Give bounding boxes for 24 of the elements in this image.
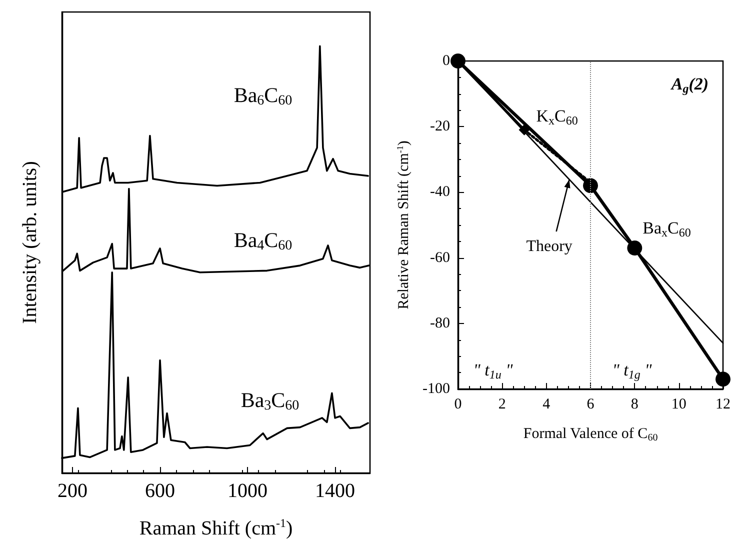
x-tick-label: 6 <box>586 396 595 412</box>
x-tick-label: 10 <box>671 396 686 412</box>
x-tick-label: 2 <box>498 396 506 412</box>
y-tick-label: 0 <box>442 53 450 69</box>
point <box>716 372 730 387</box>
x-tick-label: 200 <box>58 480 88 502</box>
x-tick-label: 4 <box>542 396 551 412</box>
y-tick-label: -40 <box>430 184 450 200</box>
x-tick-label: 600 <box>145 480 175 502</box>
x-tick-label: 1000 <box>228 480 268 502</box>
x-tick-label: 0 <box>454 396 462 412</box>
x-tick-label: 12 <box>716 396 730 412</box>
y-axis-title: Intensity (arb. units) <box>19 161 41 324</box>
y-tick-label: -100 <box>422 381 450 397</box>
point <box>583 178 598 194</box>
point <box>518 124 530 136</box>
x-tick-label: 8 <box>630 396 638 412</box>
text: Theory <box>526 238 572 255</box>
x-tick-label: 1400 <box>315 480 355 502</box>
point <box>627 240 642 256</box>
y-axis-title: Relative Raman Shift (cm-1) <box>395 140 412 310</box>
y-tick-label: -80 <box>430 315 450 332</box>
y-tick-label: -60 <box>430 250 450 266</box>
y-tick-label: -20 <box>430 118 450 135</box>
